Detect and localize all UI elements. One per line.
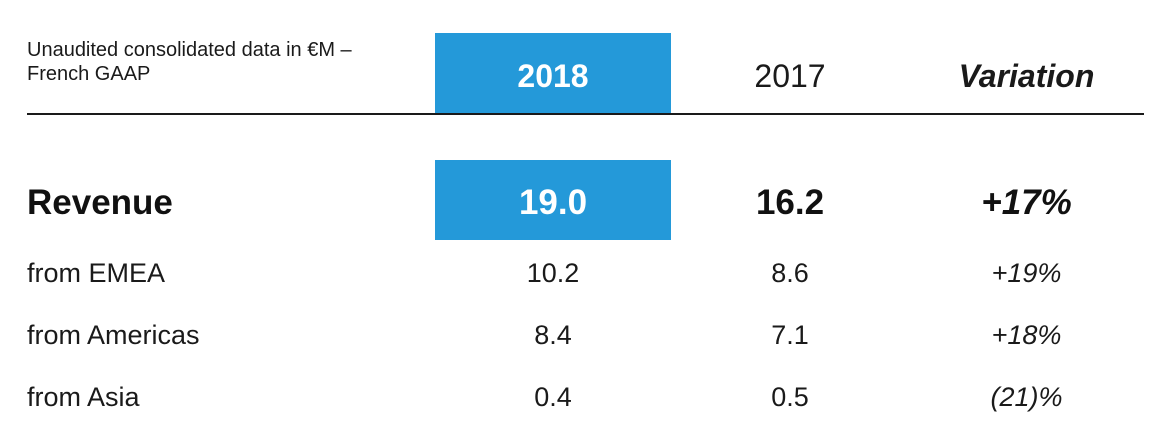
- emea-2017-value: 8.6: [771, 258, 809, 288]
- column-header-2018: 2018: [517, 58, 589, 94]
- row-label-revenue: Revenue: [27, 183, 173, 222]
- americas-2017-value: 7.1: [771, 320, 809, 350]
- asia-2017-value: 0.5: [771, 382, 809, 412]
- americas-2018-value: 8.4: [534, 320, 572, 350]
- revenue-variation-value: +17%: [981, 183, 1072, 222]
- asia-2018-value: 0.4: [534, 382, 572, 412]
- asia-variation-value: (21)%: [990, 382, 1063, 412]
- emea-2018-value: 10.2: [526, 258, 580, 288]
- revenue-2018-value: 19.0: [518, 183, 588, 222]
- row-label-americas: from Americas: [27, 320, 200, 350]
- header-divider: [27, 113, 1144, 115]
- column-header-variation: Variation: [958, 58, 1095, 94]
- highlight-2018-revenue: [435, 160, 671, 240]
- row-label-asia: from Asia: [27, 382, 140, 412]
- column-header-2017: 2017: [754, 58, 826, 94]
- revenue-2017-value: 16.2: [755, 183, 825, 222]
- highlight-2018-header: [435, 33, 671, 113]
- emea-variation-value: +19%: [991, 258, 1062, 288]
- row-label-emea: from EMEA: [27, 258, 166, 288]
- table-caption: Unaudited consolidated data in €M – Fren…: [27, 39, 352, 85]
- americas-variation-value: +18%: [991, 320, 1062, 350]
